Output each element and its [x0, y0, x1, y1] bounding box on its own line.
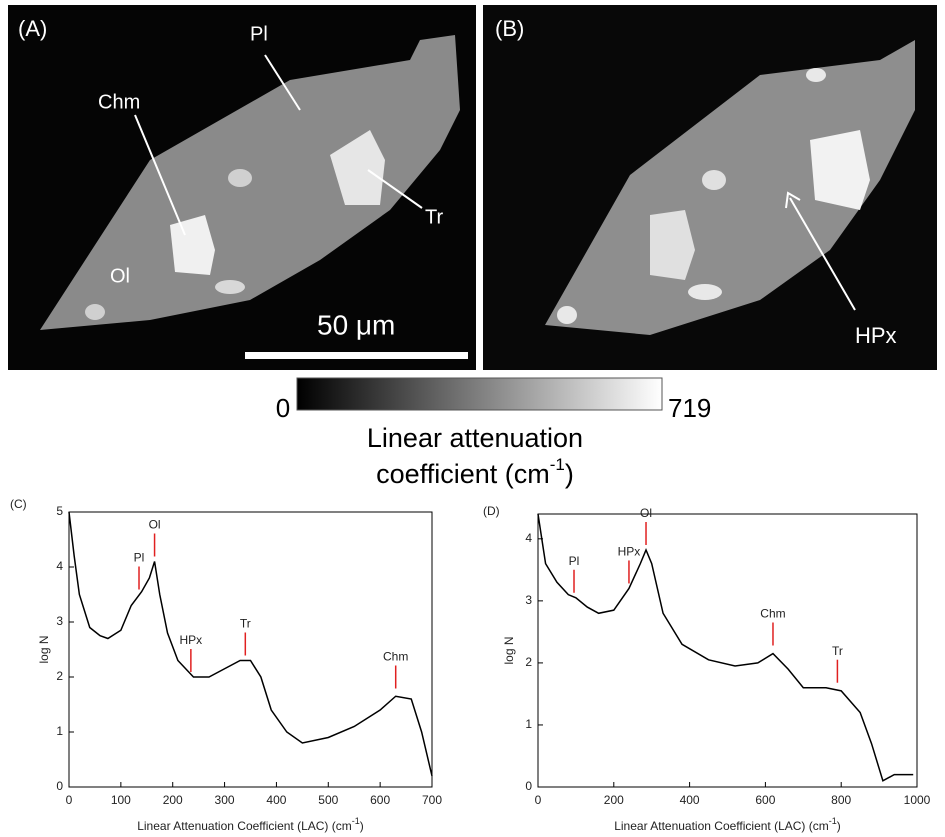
- ct-image-b: (B) HPx: [483, 5, 937, 370]
- label-text: coefficient (cm: [376, 459, 550, 489]
- x-tick-label: 1000: [904, 793, 931, 807]
- peak-label: Pl: [569, 554, 580, 568]
- y-tick-label: 4: [56, 559, 63, 573]
- y-tick-label: 3: [525, 593, 532, 607]
- data-line: [537, 513, 914, 782]
- y-axis-label: log N: [37, 635, 51, 663]
- ct-image-a: (A) Pl Chm Ol Tr 50 μm: [8, 5, 476, 370]
- panel-label: (B): [495, 16, 524, 41]
- x-tick-label: 800: [831, 793, 851, 807]
- label-text: Linear Attenuation Coefficient (LAC) (cm: [614, 819, 829, 833]
- x-tick-label: 200: [604, 793, 624, 807]
- peak-label: Chm: [383, 650, 408, 664]
- phase-label: Ol: [110, 265, 130, 287]
- x-axis-label: Linear Attenuation Coefficient (LAC) (cm…: [614, 816, 841, 833]
- plot-frame: [537, 513, 918, 788]
- peak-label: Ol: [640, 506, 652, 520]
- x-axis-label: Linear Attenuation Coefficient (LAC) (cm…: [137, 816, 364, 833]
- x-tick-label: 600: [370, 793, 390, 807]
- x-tick-label: 100: [111, 793, 131, 807]
- colorbar: 0 719 Linear attenuation coefficient (cm…: [276, 377, 711, 489]
- x-tick-label: 700: [422, 793, 442, 807]
- y-axis-label: log N: [502, 636, 516, 664]
- x-tick-label: 500: [318, 793, 338, 807]
- label-text: Linear Attenuation Coefficient (LAC) (cm: [137, 819, 352, 833]
- colorbar-label: Linear attenuation: [367, 423, 583, 453]
- data-line: [68, 511, 433, 777]
- panel-label: (C): [10, 497, 27, 511]
- y-tick-label: 2: [525, 655, 532, 669]
- y-tick-label: 3: [56, 614, 63, 628]
- y-tick-label: 2: [56, 669, 63, 683]
- y-tick-label: 1: [525, 717, 532, 731]
- peak-label: Tr: [240, 617, 251, 631]
- y-tick-label: 0: [56, 779, 63, 793]
- x-tick-label: 600: [755, 793, 775, 807]
- panel-label: (A): [18, 16, 47, 41]
- phase-label: Tr: [425, 206, 443, 228]
- x-tick-label: 0: [66, 793, 73, 807]
- peak-label: HPx: [180, 633, 203, 647]
- x-tick-label: 400: [680, 793, 700, 807]
- colorbar-min: 0: [276, 393, 290, 423]
- peak-label: HPx: [618, 545, 641, 559]
- x-tick-label: 0: [535, 793, 542, 807]
- colorbar-label: coefficient (cm-1): [376, 455, 574, 489]
- label-text: ): [360, 819, 364, 833]
- x-tick-label: 200: [163, 793, 183, 807]
- plot-frame: [68, 511, 433, 788]
- label-text: ): [837, 819, 841, 833]
- y-tick-label: 0: [525, 779, 532, 793]
- y-tick-label: 4: [525, 531, 532, 545]
- label-text: ): [565, 459, 574, 489]
- panel-label: (D): [483, 504, 500, 518]
- colorbar-max: 719: [668, 393, 711, 423]
- x-tick-label: 400: [266, 793, 286, 807]
- y-tick-label: 5: [56, 504, 63, 518]
- x-tick-label: 300: [215, 793, 235, 807]
- phase-label: Chm: [98, 91, 140, 113]
- peak-label: Chm: [760, 607, 785, 621]
- charts: 0 100 200 300 400 500 600 700012345PlOlHPxTrChm…: [10, 497, 931, 833]
- label-sup: -1: [829, 816, 837, 826]
- phase-label: HPx: [855, 323, 897, 348]
- scale-bar-label: 50 μm: [317, 309, 395, 340]
- label-sup: -1: [550, 455, 565, 474]
- peak-label: Ol: [149, 518, 161, 532]
- label-sup: -1: [352, 816, 360, 826]
- y-tick-label: 1: [56, 724, 63, 738]
- phase-label: Pl: [250, 23, 268, 45]
- peak-label: Tr: [832, 644, 843, 658]
- peak-label: Pl: [134, 551, 145, 565]
